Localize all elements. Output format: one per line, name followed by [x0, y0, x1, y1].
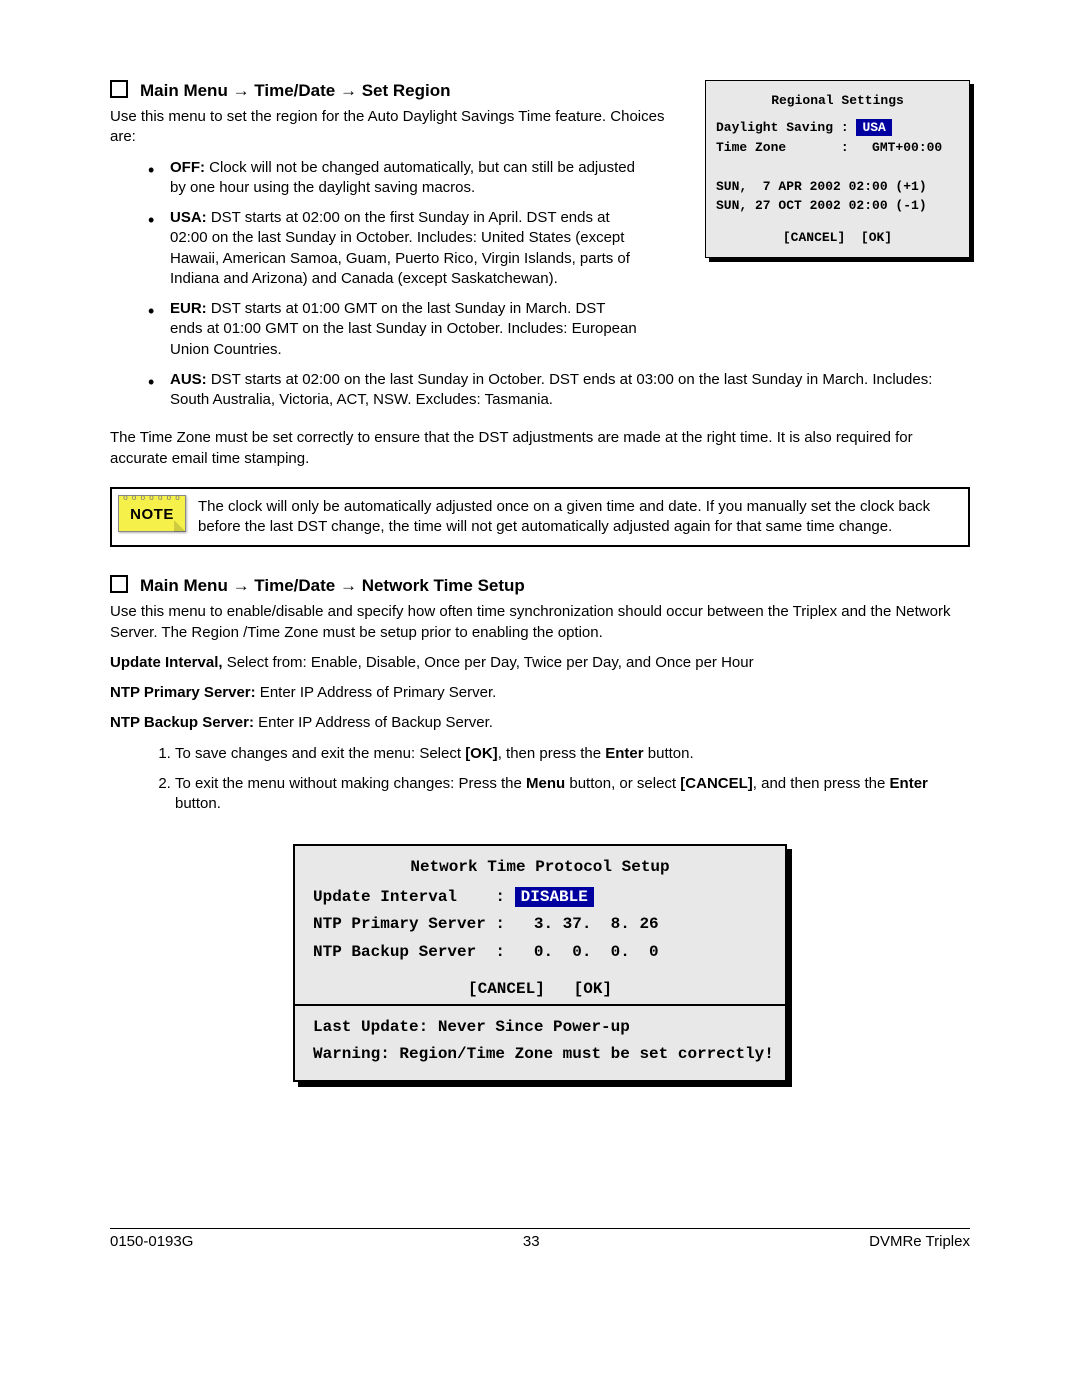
regional-settings-panel: Regional Settings Daylight Saving : USA …: [705, 80, 970, 258]
note-icon: o o o o o o o NOTE: [112, 489, 188, 546]
option-off: OFF: Clock will not be changed automatic…: [170, 158, 640, 199]
update-interval-value[interactable]: DISABLE: [515, 887, 594, 907]
page: Regional Settings Daylight Saving : USA …: [0, 0, 1080, 1280]
footer-page-number: 33: [523, 1233, 540, 1250]
ntp-warning: Warning: Region/Time Zone must be set co…: [313, 1041, 767, 1068]
option-usa: USA: DST starts at 02:00 on the first Su…: [170, 208, 640, 289]
ntp-backup-desc: NTP Backup Server: Enter IP Address of B…: [110, 713, 970, 733]
page-footer: 0150-0193G 33 DVMRe Triplex: [110, 1228, 970, 1250]
step-save: To save changes and exit the menu: Selec…: [175, 744, 970, 764]
ntp-backup-row: NTP Backup Server : 0. 0. 0. 0: [313, 939, 767, 966]
ok-button[interactable]: [OK]: [861, 230, 892, 245]
checkbox-icon: [110, 80, 128, 98]
checkbox-icon: [110, 575, 128, 593]
daylight-saving-value[interactable]: USA: [856, 119, 891, 136]
ntp-osd: Network Time Protocol Setup Update Inter…: [293, 844, 787, 1082]
ntp-update-interval-row: Update Interval : DISABLE: [313, 884, 767, 911]
dst-start-row: SUN, 7 APR 2002 02:00 (+1): [716, 177, 959, 197]
regional-buttons: [CANCEL] [OK]: [716, 230, 959, 245]
footer-left: 0150-0193G: [110, 1233, 193, 1250]
ntp-primary-row: NTP Primary Server : 3. 37. 8. 26: [313, 911, 767, 938]
note-box: o o o o o o o NOTE The clock will only b…: [110, 487, 970, 548]
network-time-intro: Use this menu to enable/disable and spec…: [110, 602, 970, 643]
update-interval-desc: Update Interval, Select from: Enable, Di…: [110, 653, 970, 673]
regional-title: Regional Settings: [716, 93, 959, 108]
cancel-button[interactable]: [CANCEL]: [468, 980, 545, 998]
step-exit: To exit the menu without making changes:…: [175, 774, 970, 815]
option-aus: AUS: DST starts at 02:00 on the last Sun…: [170, 370, 970, 411]
option-eur: EUR: DST starts at 01:00 GMT on the last…: [170, 299, 640, 360]
note-text: The clock will only be automatically adj…: [188, 489, 968, 546]
timezone-note: The Time Zone must be set correctly to e…: [110, 428, 970, 469]
ntp-last-update: Last Update: Never Since Power-up: [313, 1014, 767, 1041]
daylight-saving-row: Daylight Saving : USA: [716, 118, 959, 138]
dst-end-row: SUN, 27 OCT 2002 02:00 (-1): [716, 196, 959, 216]
network-time-heading: Main Menu → Time/Date → Network Time Set…: [110, 575, 970, 596]
ok-button[interactable]: [OK]: [574, 980, 612, 998]
footer-right: DVMRe Triplex: [869, 1233, 970, 1250]
steps-list: To save changes and exit the menu: Selec…: [110, 744, 970, 815]
ntp-panel-wrap: Network Time Protocol Setup Update Inter…: [110, 844, 970, 1082]
ntp-buttons: [CANCEL] [OK]: [295, 974, 785, 1004]
time-zone-row: Time Zone : GMT+00:00: [716, 138, 959, 158]
regional-osd: Regional Settings Daylight Saving : USA …: [705, 80, 970, 258]
ntp-primary-desc: NTP Primary Server: Enter IP Address of …: [110, 683, 970, 703]
ntp-title: Network Time Protocol Setup: [295, 846, 785, 884]
cancel-button[interactable]: [CANCEL]: [783, 230, 845, 245]
